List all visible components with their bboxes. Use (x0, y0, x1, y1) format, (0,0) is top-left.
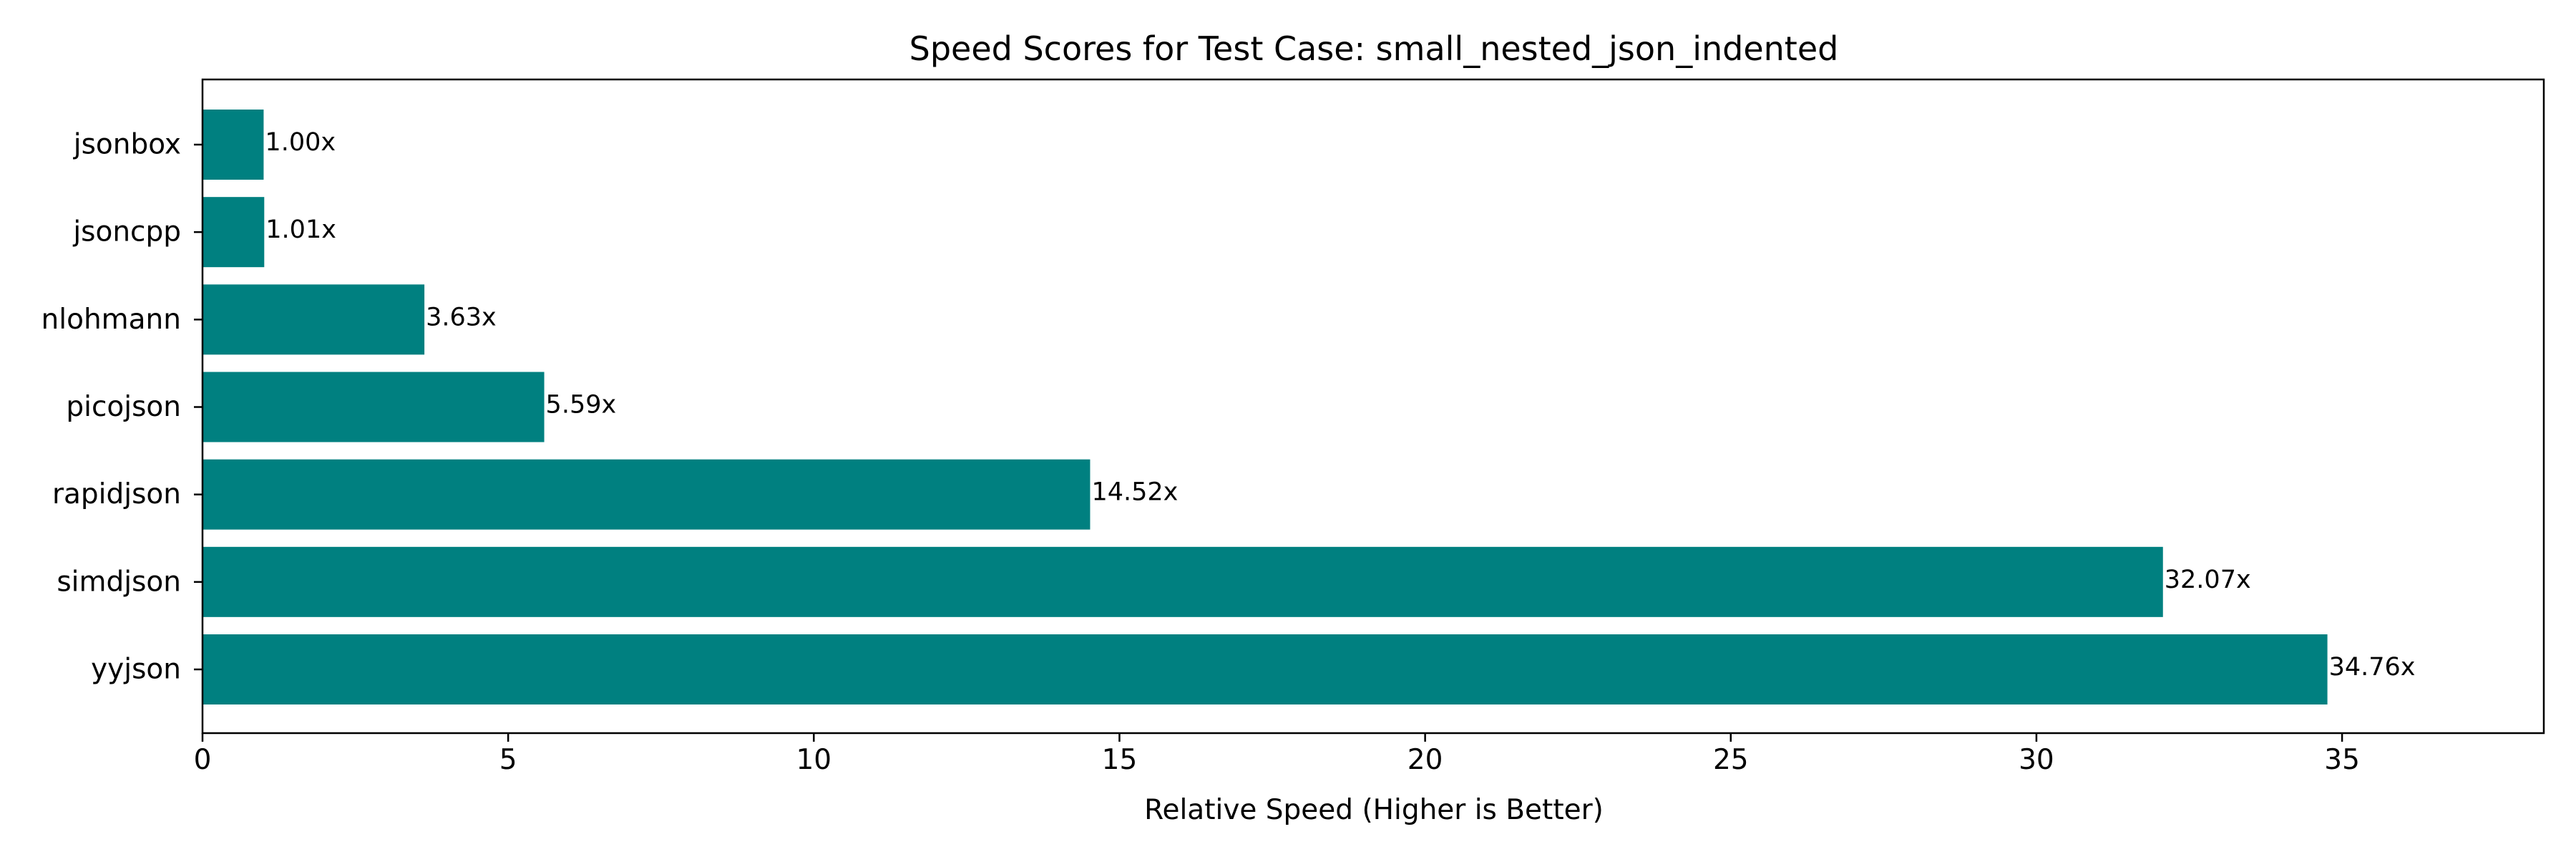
y-axis-ticks: jsonbox jsoncpp nlohmann picojson rapidjson s… (42, 129, 203, 686)
x-axis-label: Relative Speed (Higher is Better) (1144, 794, 1604, 826)
data-label-picojson: 5.59x (546, 391, 617, 420)
x-tick-label: 25 (1713, 744, 1749, 776)
x-tick-label: 5 (499, 744, 517, 776)
y-tick-label-rapidjson: rapidjson (52, 478, 181, 510)
x-tick-label: 10 (796, 744, 831, 776)
y-tick-label-jsoncpp: jsoncpp (72, 216, 181, 248)
x-tick-label: 15 (1102, 744, 1138, 776)
bar-simdjson (203, 546, 2163, 617)
y-tick-label-simdjson: simdjson (57, 566, 181, 598)
bar-jsonbox (203, 110, 264, 180)
data-label-rapidjson: 14.52x (1091, 478, 1178, 507)
x-tick-label: 20 (1407, 744, 1443, 776)
data-labels-group: 1.00x 1.01x 3.63x 5.59x 14.52x 32.07x 34.76x (265, 128, 2415, 682)
x-axis-ticks: 0 5 10 15 20 25 30 35 (194, 733, 2360, 776)
x-tick-label: 30 (2019, 744, 2054, 776)
y-tick-label-nlohmann: nlohmann (42, 304, 181, 336)
bar-picojson (203, 372, 545, 442)
bars-group (203, 110, 2328, 704)
chart-title: Speed Scores for Test Case: small_nested… (909, 29, 1839, 68)
bar-jsoncpp (203, 197, 265, 268)
x-tick-label: 0 (194, 744, 212, 776)
x-tick-label: 35 (2324, 744, 2360, 776)
data-label-jsonbox: 1.00x (265, 128, 336, 157)
y-tick-label-yyjson: yyjson (91, 654, 181, 686)
data-label-simdjson: 32.07x (2165, 566, 2251, 594)
y-tick-label-jsonbox: jsonbox (73, 129, 181, 161)
bar-yyjson (203, 634, 2328, 704)
bar-rapidjson (203, 459, 1091, 530)
data-label-jsoncpp: 1.01x (265, 216, 336, 244)
plot-frame (201, 78, 2545, 735)
data-label-yyjson: 34.76x (2329, 653, 2416, 682)
data-label-nlohmann: 3.63x (426, 303, 497, 331)
y-tick-label-picojson: picojson (66, 391, 181, 423)
bar-nlohmann (203, 284, 425, 355)
